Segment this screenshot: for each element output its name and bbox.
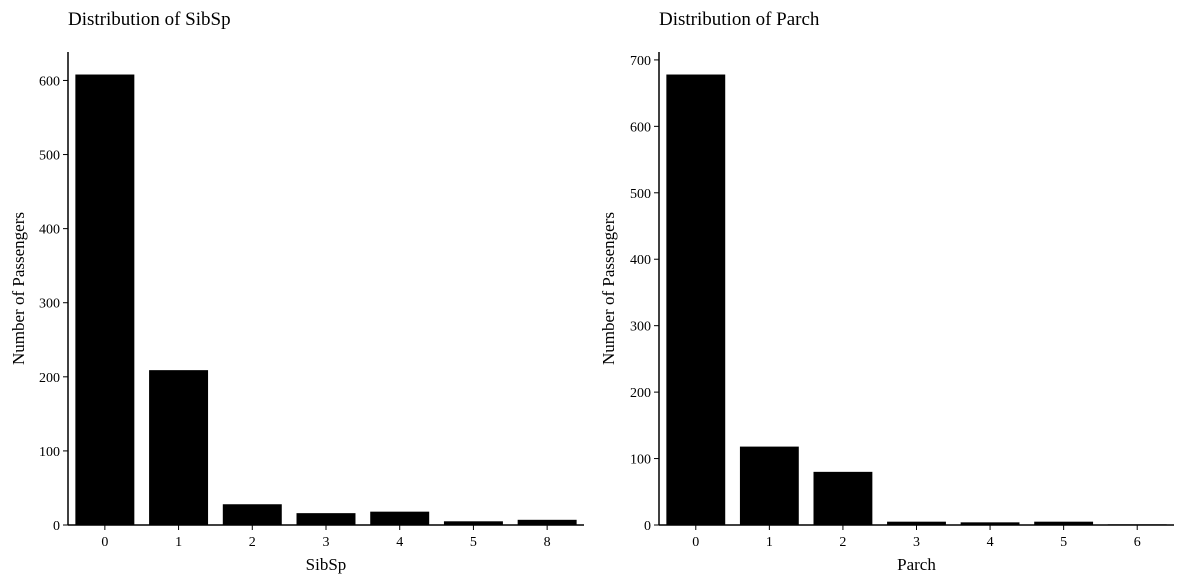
y-tick-label: 700 [630, 54, 651, 69]
bar-4 [960, 522, 1020, 525]
ticks-group: 0 1 2 3 4 5 8 0 100 200 300 400 500 600 [39, 74, 551, 550]
chart-title: Distribution of Parch [659, 9, 820, 30]
y-tick-label: 100 [630, 453, 651, 468]
x-tick-label: 4 [987, 535, 994, 550]
x-tick-label: 4 [396, 535, 403, 550]
x-tick-label: 2 [839, 535, 846, 550]
bar-8 [517, 519, 577, 525]
bar-4 [370, 511, 430, 525]
y-tick-label: 600 [630, 120, 651, 135]
y-tick-label: 0 [53, 519, 60, 534]
bar-1 [149, 370, 209, 525]
x-tick-label: 5 [470, 535, 477, 550]
y-tick-label: 500 [630, 187, 651, 202]
bar-2 [222, 504, 282, 525]
bar-0 [666, 74, 726, 526]
y-axis-label: Number of Passengers [9, 212, 28, 365]
x-tick-label: 3 [913, 535, 920, 550]
y-tick-label: 200 [630, 386, 651, 401]
x-axis-label: SibSp [306, 555, 347, 574]
y-tick-label: 300 [630, 320, 651, 335]
chart-title: Distribution of SibSp [68, 9, 231, 30]
y-tick-label: 300 [39, 297, 60, 312]
y-tick-label: 400 [39, 223, 60, 238]
y-tick-label: 600 [39, 74, 60, 89]
x-tick-label: 2 [249, 535, 256, 550]
x-tick-label: 5 [1060, 535, 1067, 550]
y-tick-label: 200 [39, 371, 60, 386]
bar-3 [296, 513, 356, 525]
y-tick-label: 500 [39, 149, 60, 164]
x-tick-label: 0 [101, 535, 108, 550]
bars-group [75, 74, 577, 526]
y-tick-label: 100 [39, 445, 60, 460]
bar-3 [887, 521, 946, 525]
x-tick-label: 3 [323, 535, 330, 550]
y-tick-label: 400 [630, 253, 651, 268]
chart-panel-sibsp: Distribution of SibSp 0 1 2 3 4 5 8 0 100 200 300 4… [9, 9, 584, 574]
y-tick-label: 0 [644, 519, 651, 534]
x-tick-label: 6 [1134, 535, 1141, 550]
chart-panel-parch: Distribution of Parch 0 1 2 3 4 5 6 0 100 200 300 4… [599, 9, 1174, 574]
ticks-group: 0 1 2 3 4 5 6 0 100 200 300 400 500 600 700 [630, 54, 1141, 550]
x-tick-label: 0 [692, 535, 699, 550]
x-axis-label: Parch [897, 555, 936, 574]
bar-1 [739, 446, 799, 525]
bar-5 [1034, 521, 1094, 525]
bar-0 [75, 74, 135, 526]
x-tick-label: 8 [544, 535, 551, 550]
bars-group [666, 74, 1167, 526]
x-tick-label: 1 [766, 535, 773, 550]
x-tick-label: 1 [175, 535, 182, 550]
y-axis-label: Number of Passengers [599, 212, 618, 365]
bar-5 [443, 521, 503, 525]
bar-2 [813, 471, 873, 525]
